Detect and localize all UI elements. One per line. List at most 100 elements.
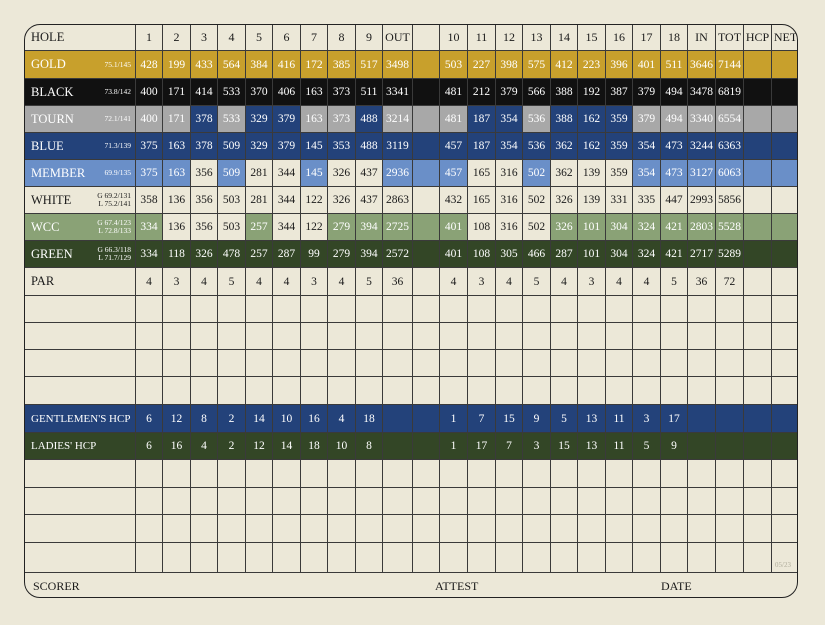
yardage-cell: 305 <box>496 241 523 268</box>
tee-rating: 69.9/135 <box>105 169 131 177</box>
yardage-cell: 257 <box>246 241 273 268</box>
yardage-cell <box>413 106 440 133</box>
hole-header-cell: 10 <box>440 25 468 51</box>
score-entry-cell <box>246 377 273 405</box>
yardage-cell: 331 <box>606 187 633 214</box>
score-entry-cell <box>218 460 246 488</box>
yardage-cell: 165 <box>468 187 496 214</box>
handicap-cell <box>413 433 440 460</box>
yardage-cell: 533 <box>218 79 246 106</box>
score-entry-name-cell <box>25 296 136 323</box>
yardage-cell: 212 <box>468 79 496 106</box>
score-entry-cell <box>383 543 413 573</box>
yardage-cell: 564 <box>218 51 246 79</box>
score-entry-cell <box>273 296 301 323</box>
hole-header-cell: TOT <box>716 25 744 51</box>
handicap-cell <box>383 433 413 460</box>
yardage-cell <box>772 133 797 160</box>
score-entry-cell <box>273 543 301 573</box>
par-cell: 5 <box>523 268 551 296</box>
score-entry-cell <box>496 350 523 377</box>
score-entry-cell <box>163 377 191 405</box>
yardage-cell: 3244 <box>688 133 716 160</box>
tee-rating-line: 71.3/139 <box>104 141 131 150</box>
yardage-cell: 326 <box>328 187 356 214</box>
score-entry-cell <box>688 350 716 377</box>
tee-rating-line: G 67.4/123 <box>97 218 131 227</box>
par-cell <box>413 268 440 296</box>
score-entry-cell <box>440 350 468 377</box>
score-entry-cell <box>301 350 328 377</box>
score-entry-cell <box>661 515 688 543</box>
score-entry-cell <box>191 323 218 350</box>
handicap-cell: 14 <box>246 405 273 433</box>
score-entry-cell <box>191 377 218 405</box>
tee-rating-line: L 71.7/129 <box>98 253 131 262</box>
hole-header-cell: 2 <box>163 25 191 51</box>
score-entry-cell <box>191 515 218 543</box>
yardage-cell: 3341 <box>383 79 413 106</box>
score-entry-cell <box>688 488 716 515</box>
score-entry-cell <box>440 460 468 488</box>
handicap-cell: 9 <box>661 433 688 460</box>
yardage-cell: 394 <box>356 241 383 268</box>
yardage-cell: 162 <box>578 106 606 133</box>
score-entry-cell <box>301 323 328 350</box>
yardage-cell: 163 <box>301 106 328 133</box>
score-entry-cell <box>383 460 413 488</box>
yardage-cell: 511 <box>661 51 688 79</box>
tee-name-label: WHITE <box>31 192 72 207</box>
score-entry-cell <box>136 350 163 377</box>
yardage-cell: 478 <box>218 241 246 268</box>
tee-name-label: BLUE <box>31 138 64 153</box>
yardage-cell: 517 <box>356 51 383 79</box>
score-entry-cell <box>578 377 606 405</box>
score-entry-cell <box>413 323 440 350</box>
yardage-cell: 187 <box>468 106 496 133</box>
yardage-cell: 494 <box>661 79 688 106</box>
yardage-cell: 101 <box>578 214 606 241</box>
yardage-cell: 354 <box>496 106 523 133</box>
tee-name-label: GREEN <box>31 246 73 261</box>
yardage-cell: 379 <box>633 106 661 133</box>
yardage-cell: 494 <box>661 106 688 133</box>
hole-header-cell: IN <box>688 25 716 51</box>
yardage-cell: 334 <box>136 241 163 268</box>
score-entry-cell <box>218 350 246 377</box>
yardage-cell: 394 <box>356 214 383 241</box>
score-entry-cell <box>772 323 797 350</box>
yardage-cell: 466 <box>523 241 551 268</box>
yardage-cell <box>413 187 440 214</box>
hole-header-cell: 8 <box>328 25 356 51</box>
par-cell: 4 <box>496 268 523 296</box>
handicap-cell: 2 <box>218 405 246 433</box>
yardage-cell: 457 <box>440 133 468 160</box>
yardage-cell: 416 <box>273 51 301 79</box>
handicap-cell: 10 <box>328 433 356 460</box>
yardage-cell: 316 <box>496 187 523 214</box>
score-entry-cell <box>246 350 273 377</box>
score-entry-cell <box>136 460 163 488</box>
handicap-cell: 7 <box>496 433 523 460</box>
yardage-cell: 2863 <box>383 187 413 214</box>
score-entry-cell <box>523 350 551 377</box>
score-entry-cell <box>496 377 523 405</box>
yardage-cell: 7144 <box>716 51 744 79</box>
yardage-cell: 6554 <box>716 106 744 133</box>
score-entry-cell <box>496 296 523 323</box>
handicap-cell: 3 <box>523 433 551 460</box>
score-entry-cell <box>661 460 688 488</box>
score-entry-cell <box>440 488 468 515</box>
handicap-cell <box>688 433 716 460</box>
score-entry-cell <box>328 543 356 573</box>
yardage-cell: 396 <box>606 51 633 79</box>
score-entry-cell <box>633 296 661 323</box>
yardage-cell: 3214 <box>383 106 413 133</box>
score-entry-cell <box>523 543 551 573</box>
yardage-cell: 457 <box>440 160 468 187</box>
score-entry-cell <box>716 323 744 350</box>
yardage-cell: 5528 <box>716 214 744 241</box>
score-entry-cell <box>551 543 578 573</box>
score-entry-name-cell <box>25 515 136 543</box>
score-entry-cell <box>383 377 413 405</box>
